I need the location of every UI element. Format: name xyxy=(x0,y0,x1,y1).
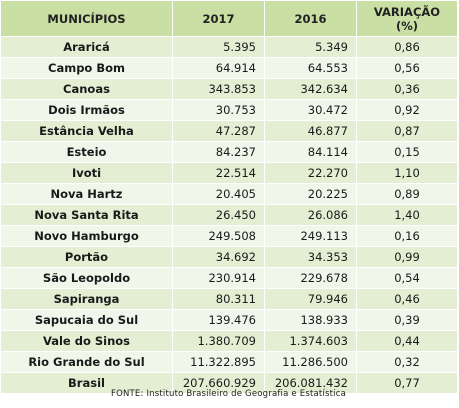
table-row: Nova Hartz 20.405 20.225 0,89 xyxy=(0,183,458,205)
table-row: Rio Grande do Sul 11.322.895 11.286.500 0,3… xyxy=(0,351,458,373)
value-2017-cell: 139.476 xyxy=(172,309,265,331)
table-row: Brasil 207.660.929 206.081.432 0,77 xyxy=(0,372,458,394)
variation-cell: 1,40 xyxy=(356,204,458,226)
value-2016-cell: 342.634 xyxy=(264,78,357,100)
variation-cell: 0,46 xyxy=(356,288,458,310)
municipality-cell: Brasil xyxy=(0,372,173,394)
table-row: Estância Velha 47.287 46.877 0,87 xyxy=(0,120,458,142)
municipality-cell: Novo Hamburgo xyxy=(0,225,173,247)
table-row: Ivoti 22.514 22.270 1,10 xyxy=(0,162,458,184)
header-2016: 2016 xyxy=(264,0,357,37)
table-row: Sapiranga 80.311 79.946 0,46 xyxy=(0,288,458,310)
municipality-cell: Araricá xyxy=(0,36,173,58)
value-2016-cell: 206.081.432 xyxy=(264,372,357,394)
value-2017-cell: 11.322.895 xyxy=(172,351,265,373)
municipality-cell: Rio Grande do Sul xyxy=(0,351,173,373)
value-2016-cell: 79.946 xyxy=(264,288,357,310)
value-2017-cell: 26.450 xyxy=(172,204,265,226)
value-2017-cell: 64.914 xyxy=(172,57,265,79)
variation-cell: 1,10 xyxy=(356,162,458,184)
variation-cell: 0,87 xyxy=(356,120,458,142)
municipality-cell: Nova Hartz xyxy=(0,183,173,205)
municipality-cell: Sapiranga xyxy=(0,288,173,310)
value-2016-cell: 229.678 xyxy=(264,267,357,289)
value-2017-cell: 249.508 xyxy=(172,225,265,247)
value-2017-cell: 47.287 xyxy=(172,120,265,142)
value-2016-cell: 22.270 xyxy=(264,162,357,184)
value-2016-cell: 34.353 xyxy=(264,246,357,268)
variation-cell: 0,15 xyxy=(356,141,458,163)
value-2017-cell: 80.311 xyxy=(172,288,265,310)
value-2017-cell: 34.692 xyxy=(172,246,265,268)
value-2016-cell: 5.349 xyxy=(264,36,357,58)
variation-cell: 0,86 xyxy=(356,36,458,58)
municipality-cell: Canoas xyxy=(0,78,173,100)
value-2016-cell: 26.086 xyxy=(264,204,357,226)
value-2017-cell: 20.405 xyxy=(172,183,265,205)
value-2016-cell: 84.114 xyxy=(264,141,357,163)
variation-cell: 0,44 xyxy=(356,330,458,352)
header-variacao-line1: VARIAÇÃO xyxy=(373,4,441,19)
variation-cell: 0,56 xyxy=(356,57,458,79)
table-row: Vale do Sinos 1.380.709 1.374.603 0,44 xyxy=(0,330,458,352)
value-2017-cell: 22.514 xyxy=(172,162,265,184)
municipality-cell: Sapucaia do Sul xyxy=(0,309,173,331)
value-2016-cell: 1.374.603 xyxy=(264,330,357,352)
table-row: São Leopoldo 230.914 229.678 0,54 xyxy=(0,267,458,289)
municipality-cell: Ivoti xyxy=(0,162,173,184)
value-2016-cell: 30.472 xyxy=(264,99,357,121)
municipality-cell: Nova Santa Rita xyxy=(0,204,173,226)
variation-cell: 0,77 xyxy=(356,372,458,394)
variation-cell: 0,36 xyxy=(356,78,458,100)
value-2016-cell: 249.113 xyxy=(264,225,357,247)
population-table: MUNICÍPIOS 2017 2016 VARIAÇÃO (%) Araric… xyxy=(0,0,458,394)
table-row: Esteio 84.237 84.114 0,15 xyxy=(0,141,458,163)
table-body: Araricá 5.395 5.349 0,86 Campo Bom 64.914 64.5… xyxy=(0,36,458,394)
value-2016-cell: 64.553 xyxy=(264,57,357,79)
variation-cell: 0,39 xyxy=(356,309,458,331)
value-2016-cell: 138.933 xyxy=(264,309,357,331)
table-row: Dois Irmãos 30.753 30.472 0,92 xyxy=(0,99,458,121)
value-2017-cell: 343.853 xyxy=(172,78,265,100)
value-2017-cell: 30.753 xyxy=(172,99,265,121)
header-variacao-line2: (%) xyxy=(395,18,419,33)
table-row: Campo Bom 64.914 64.553 0,56 xyxy=(0,57,458,79)
table-header: MUNICÍPIOS 2017 2016 VARIAÇÃO (%) xyxy=(0,0,458,37)
municipality-cell: Dois Irmãos xyxy=(0,99,173,121)
variation-cell: 0,99 xyxy=(356,246,458,268)
variation-cell: 0,32 xyxy=(356,351,458,373)
table-row: Araricá 5.395 5.349 0,86 xyxy=(0,36,458,58)
table-row: Nova Santa Rita 26.450 26.086 1,40 xyxy=(0,204,458,226)
table-row: Sapucaia do Sul 139.476 138.933 0,39 xyxy=(0,309,458,331)
header-row: MUNICÍPIOS 2017 2016 VARIAÇÃO (%) xyxy=(0,0,458,37)
value-2017-cell: 207.660.929 xyxy=(172,372,265,394)
header-2017: 2017 xyxy=(172,0,265,37)
value-2016-cell: 20.225 xyxy=(264,183,357,205)
source-note: FONTE: Instituto Brasileiro de Geografia… xyxy=(110,389,346,399)
municipality-cell: Esteio xyxy=(0,141,173,163)
header-municipios: MUNICÍPIOS xyxy=(0,0,173,37)
municipality-cell: Campo Bom xyxy=(0,57,173,79)
value-2017-cell: 5.395 xyxy=(172,36,265,58)
header-variacao: VARIAÇÃO (%) xyxy=(356,0,458,37)
value-2017-cell: 230.914 xyxy=(172,267,265,289)
municipality-cell: Estância Velha xyxy=(0,120,173,142)
value-2016-cell: 11.286.500 xyxy=(264,351,357,373)
table-row: Novo Hamburgo 249.508 249.113 0,16 xyxy=(0,225,458,247)
value-2017-cell: 1.380.709 xyxy=(172,330,265,352)
table-row: Canoas 343.853 342.634 0,36 xyxy=(0,78,458,100)
variation-cell: 0,92 xyxy=(356,99,458,121)
table-row: Portão 34.692 34.353 0,99 xyxy=(0,246,458,268)
variation-cell: 0,89 xyxy=(356,183,458,205)
municipality-cell: Portão xyxy=(0,246,173,268)
value-2016-cell: 46.877 xyxy=(264,120,357,142)
variation-cell: 0,16 xyxy=(356,225,458,247)
municipality-cell: São Leopoldo xyxy=(0,267,173,289)
value-2017-cell: 84.237 xyxy=(172,141,265,163)
municipality-cell: Vale do Sinos xyxy=(0,330,173,352)
variation-cell: 0,54 xyxy=(356,267,458,289)
